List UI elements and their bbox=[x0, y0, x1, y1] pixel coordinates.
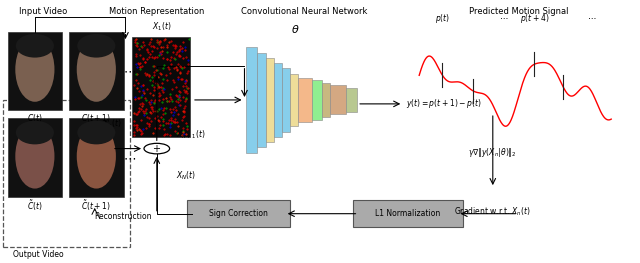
Text: $\theta$: $\theta$ bbox=[291, 23, 300, 35]
Ellipse shape bbox=[15, 124, 54, 189]
Ellipse shape bbox=[16, 121, 54, 144]
Text: $p(t)$: $p(t)$ bbox=[435, 12, 450, 25]
Text: Input Video: Input Video bbox=[19, 7, 68, 16]
Text: $X_1(t)$: $X_1(t)$ bbox=[152, 20, 171, 33]
FancyBboxPatch shape bbox=[246, 47, 257, 153]
FancyBboxPatch shape bbox=[132, 37, 190, 137]
FancyBboxPatch shape bbox=[8, 32, 62, 110]
FancyBboxPatch shape bbox=[187, 200, 290, 227]
FancyBboxPatch shape bbox=[266, 58, 274, 142]
Text: $\cdots$: $\cdots$ bbox=[123, 64, 136, 78]
Text: $\gamma\nabla\|y(X_n|\theta)\|_2$: $\gamma\nabla\|y(X_n|\theta)\|_2$ bbox=[468, 146, 517, 159]
Text: $\tilde{C}(t)$: $\tilde{C}(t)$ bbox=[27, 199, 42, 213]
FancyBboxPatch shape bbox=[282, 68, 290, 132]
Text: $\cdots$: $\cdots$ bbox=[588, 12, 596, 21]
Ellipse shape bbox=[15, 37, 54, 102]
FancyBboxPatch shape bbox=[330, 85, 346, 114]
FancyBboxPatch shape bbox=[322, 83, 330, 117]
Text: $\cdots$: $\cdots$ bbox=[499, 12, 508, 21]
FancyBboxPatch shape bbox=[290, 74, 298, 126]
Ellipse shape bbox=[77, 37, 116, 102]
FancyBboxPatch shape bbox=[298, 78, 312, 122]
Text: Motion Representation: Motion Representation bbox=[109, 7, 205, 16]
Ellipse shape bbox=[77, 121, 115, 144]
Text: Output Video: Output Video bbox=[13, 250, 64, 259]
Text: $C(t+1)$: $C(t+1)$ bbox=[81, 112, 111, 124]
Text: $+$: $+$ bbox=[152, 143, 161, 154]
Text: Predicted Motion Signal: Predicted Motion Signal bbox=[468, 7, 568, 16]
Text: $C(t)$: $C(t)$ bbox=[27, 112, 42, 124]
FancyBboxPatch shape bbox=[274, 63, 282, 137]
Text: $\cdots$: $\cdots$ bbox=[123, 151, 136, 164]
Text: $X_N(t)$: $X_N(t)$ bbox=[176, 170, 196, 182]
Text: $\tilde{C}(t+1)$: $\tilde{C}(t+1)$ bbox=[81, 199, 111, 213]
Text: Reconstruction: Reconstruction bbox=[95, 213, 152, 221]
FancyBboxPatch shape bbox=[69, 118, 124, 197]
Text: Convolutional Neural Network: Convolutional Neural Network bbox=[241, 7, 367, 16]
Text: Gradient w.r.t. $X_n(t)$: Gradient w.r.t. $X_n(t)$ bbox=[454, 205, 531, 218]
Text: Sign Correction: Sign Correction bbox=[209, 209, 268, 218]
FancyBboxPatch shape bbox=[69, 32, 124, 110]
FancyBboxPatch shape bbox=[353, 200, 463, 227]
Text: $p(t+4)$: $p(t+4)$ bbox=[520, 12, 549, 25]
FancyBboxPatch shape bbox=[312, 80, 322, 120]
Ellipse shape bbox=[77, 124, 116, 189]
Ellipse shape bbox=[77, 34, 115, 58]
Text: $y(t) = p(t+1) - p(t)$: $y(t) = p(t+1) - p(t)$ bbox=[406, 97, 481, 110]
FancyBboxPatch shape bbox=[8, 118, 62, 197]
Ellipse shape bbox=[16, 34, 54, 58]
FancyBboxPatch shape bbox=[346, 88, 357, 112]
FancyBboxPatch shape bbox=[257, 53, 266, 147]
Text: $X_n(t)$: $X_n(t)$ bbox=[102, 118, 122, 130]
Text: L1 Normalization: L1 Normalization bbox=[376, 209, 440, 218]
Text: $X_{n+1}(t)$: $X_{n+1}(t)$ bbox=[176, 128, 205, 141]
